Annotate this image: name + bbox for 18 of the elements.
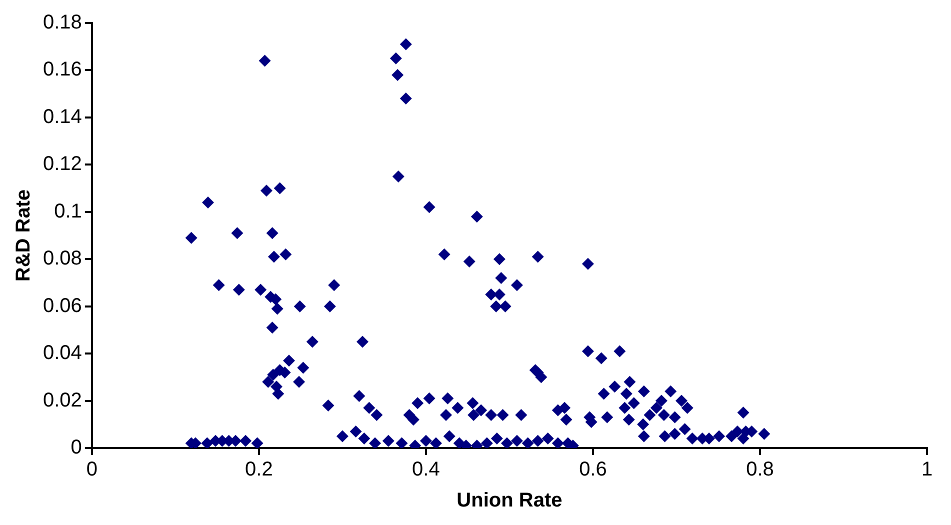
y-tick-label: 0.02 [42,389,82,412]
y-tick-label: 0.1 [54,200,82,222]
x-tick-label: 0.8 [746,458,774,481]
y-tick-label: 0.08 [42,248,82,270]
y-tick-label: 0 [70,436,82,459]
y-tick-label: 0.16 [42,58,82,81]
y-tick-label: 0.14 [42,106,82,128]
y-tick-label: 0.18 [42,12,82,34]
y-tick-label: 0.12 [42,153,82,176]
x-tick-label: 0.6 [579,458,607,481]
x-tick-label: 0.4 [412,458,440,481]
x-tick-label: 0.2 [245,458,273,481]
y-tick-label: 0.04 [42,342,82,364]
y-tick-label: 0.06 [42,294,82,317]
x-tick-label: 1 [921,458,933,481]
y-axis-title: R&D Rate [12,189,35,282]
x-tick-label: 0 [86,458,98,481]
x-axis-title: Union Rate [456,490,562,512]
